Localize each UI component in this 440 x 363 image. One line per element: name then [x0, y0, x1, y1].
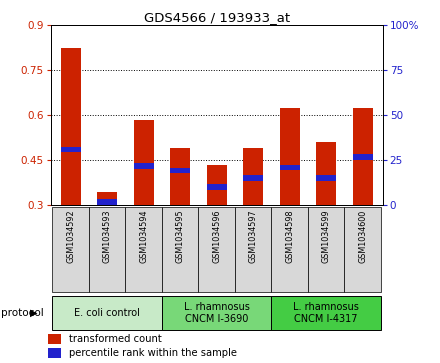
Text: E. coli control: E. coli control	[74, 308, 140, 318]
Bar	[243, 148, 263, 205]
Text: percentile rank within the sample: percentile rank within the sample	[69, 348, 237, 358]
Bar	[61, 48, 81, 205]
Bar	[89, 207, 125, 292]
Bar	[353, 108, 373, 205]
Bar	[162, 207, 198, 292]
Bar	[235, 207, 271, 292]
Bar	[170, 168, 190, 174]
Bar	[170, 148, 190, 205]
Bar	[280, 108, 300, 205]
Bar	[271, 296, 381, 330]
Text: GSM1034593: GSM1034593	[103, 209, 112, 263]
Text: ▶: ▶	[30, 308, 37, 318]
Text: GSM1034596: GSM1034596	[212, 209, 221, 263]
Text: GSM1034599: GSM1034599	[322, 209, 331, 263]
Bar	[316, 175, 336, 181]
Bar	[198, 207, 235, 292]
Bar	[207, 165, 227, 205]
Bar	[97, 192, 117, 205]
Bar	[353, 155, 373, 160]
Text: GSM1034600: GSM1034600	[358, 209, 367, 263]
Bar	[52, 207, 89, 292]
Bar	[308, 207, 345, 292]
Title: GDS4566 / 193933_at: GDS4566 / 193933_at	[143, 11, 290, 24]
Bar	[345, 207, 381, 292]
Text: L. rhamnosus
CNCM I-3690: L. rhamnosus CNCM I-3690	[184, 302, 249, 324]
Bar	[48, 348, 62, 358]
Bar	[52, 296, 162, 330]
Bar	[134, 120, 154, 205]
Bar	[243, 175, 263, 181]
Text: GSM1034598: GSM1034598	[285, 209, 294, 263]
Bar	[61, 147, 81, 152]
Text: protocol: protocol	[1, 308, 44, 318]
Text: transformed count: transformed count	[69, 334, 162, 344]
Text: L. rhamnosus
CNCM I-4317: L. rhamnosus CNCM I-4317	[293, 302, 359, 324]
Bar	[280, 165, 300, 170]
Bar	[48, 334, 62, 344]
Text: GSM1034594: GSM1034594	[139, 209, 148, 263]
Bar	[207, 184, 227, 190]
Text: GSM1034597: GSM1034597	[249, 209, 258, 263]
Bar	[162, 296, 271, 330]
Bar	[125, 207, 162, 292]
Text: GSM1034595: GSM1034595	[176, 209, 185, 263]
Bar	[134, 163, 154, 169]
Bar	[316, 142, 336, 205]
Text: GSM1034592: GSM1034592	[66, 209, 75, 263]
Bar	[271, 207, 308, 292]
Bar	[97, 199, 117, 205]
